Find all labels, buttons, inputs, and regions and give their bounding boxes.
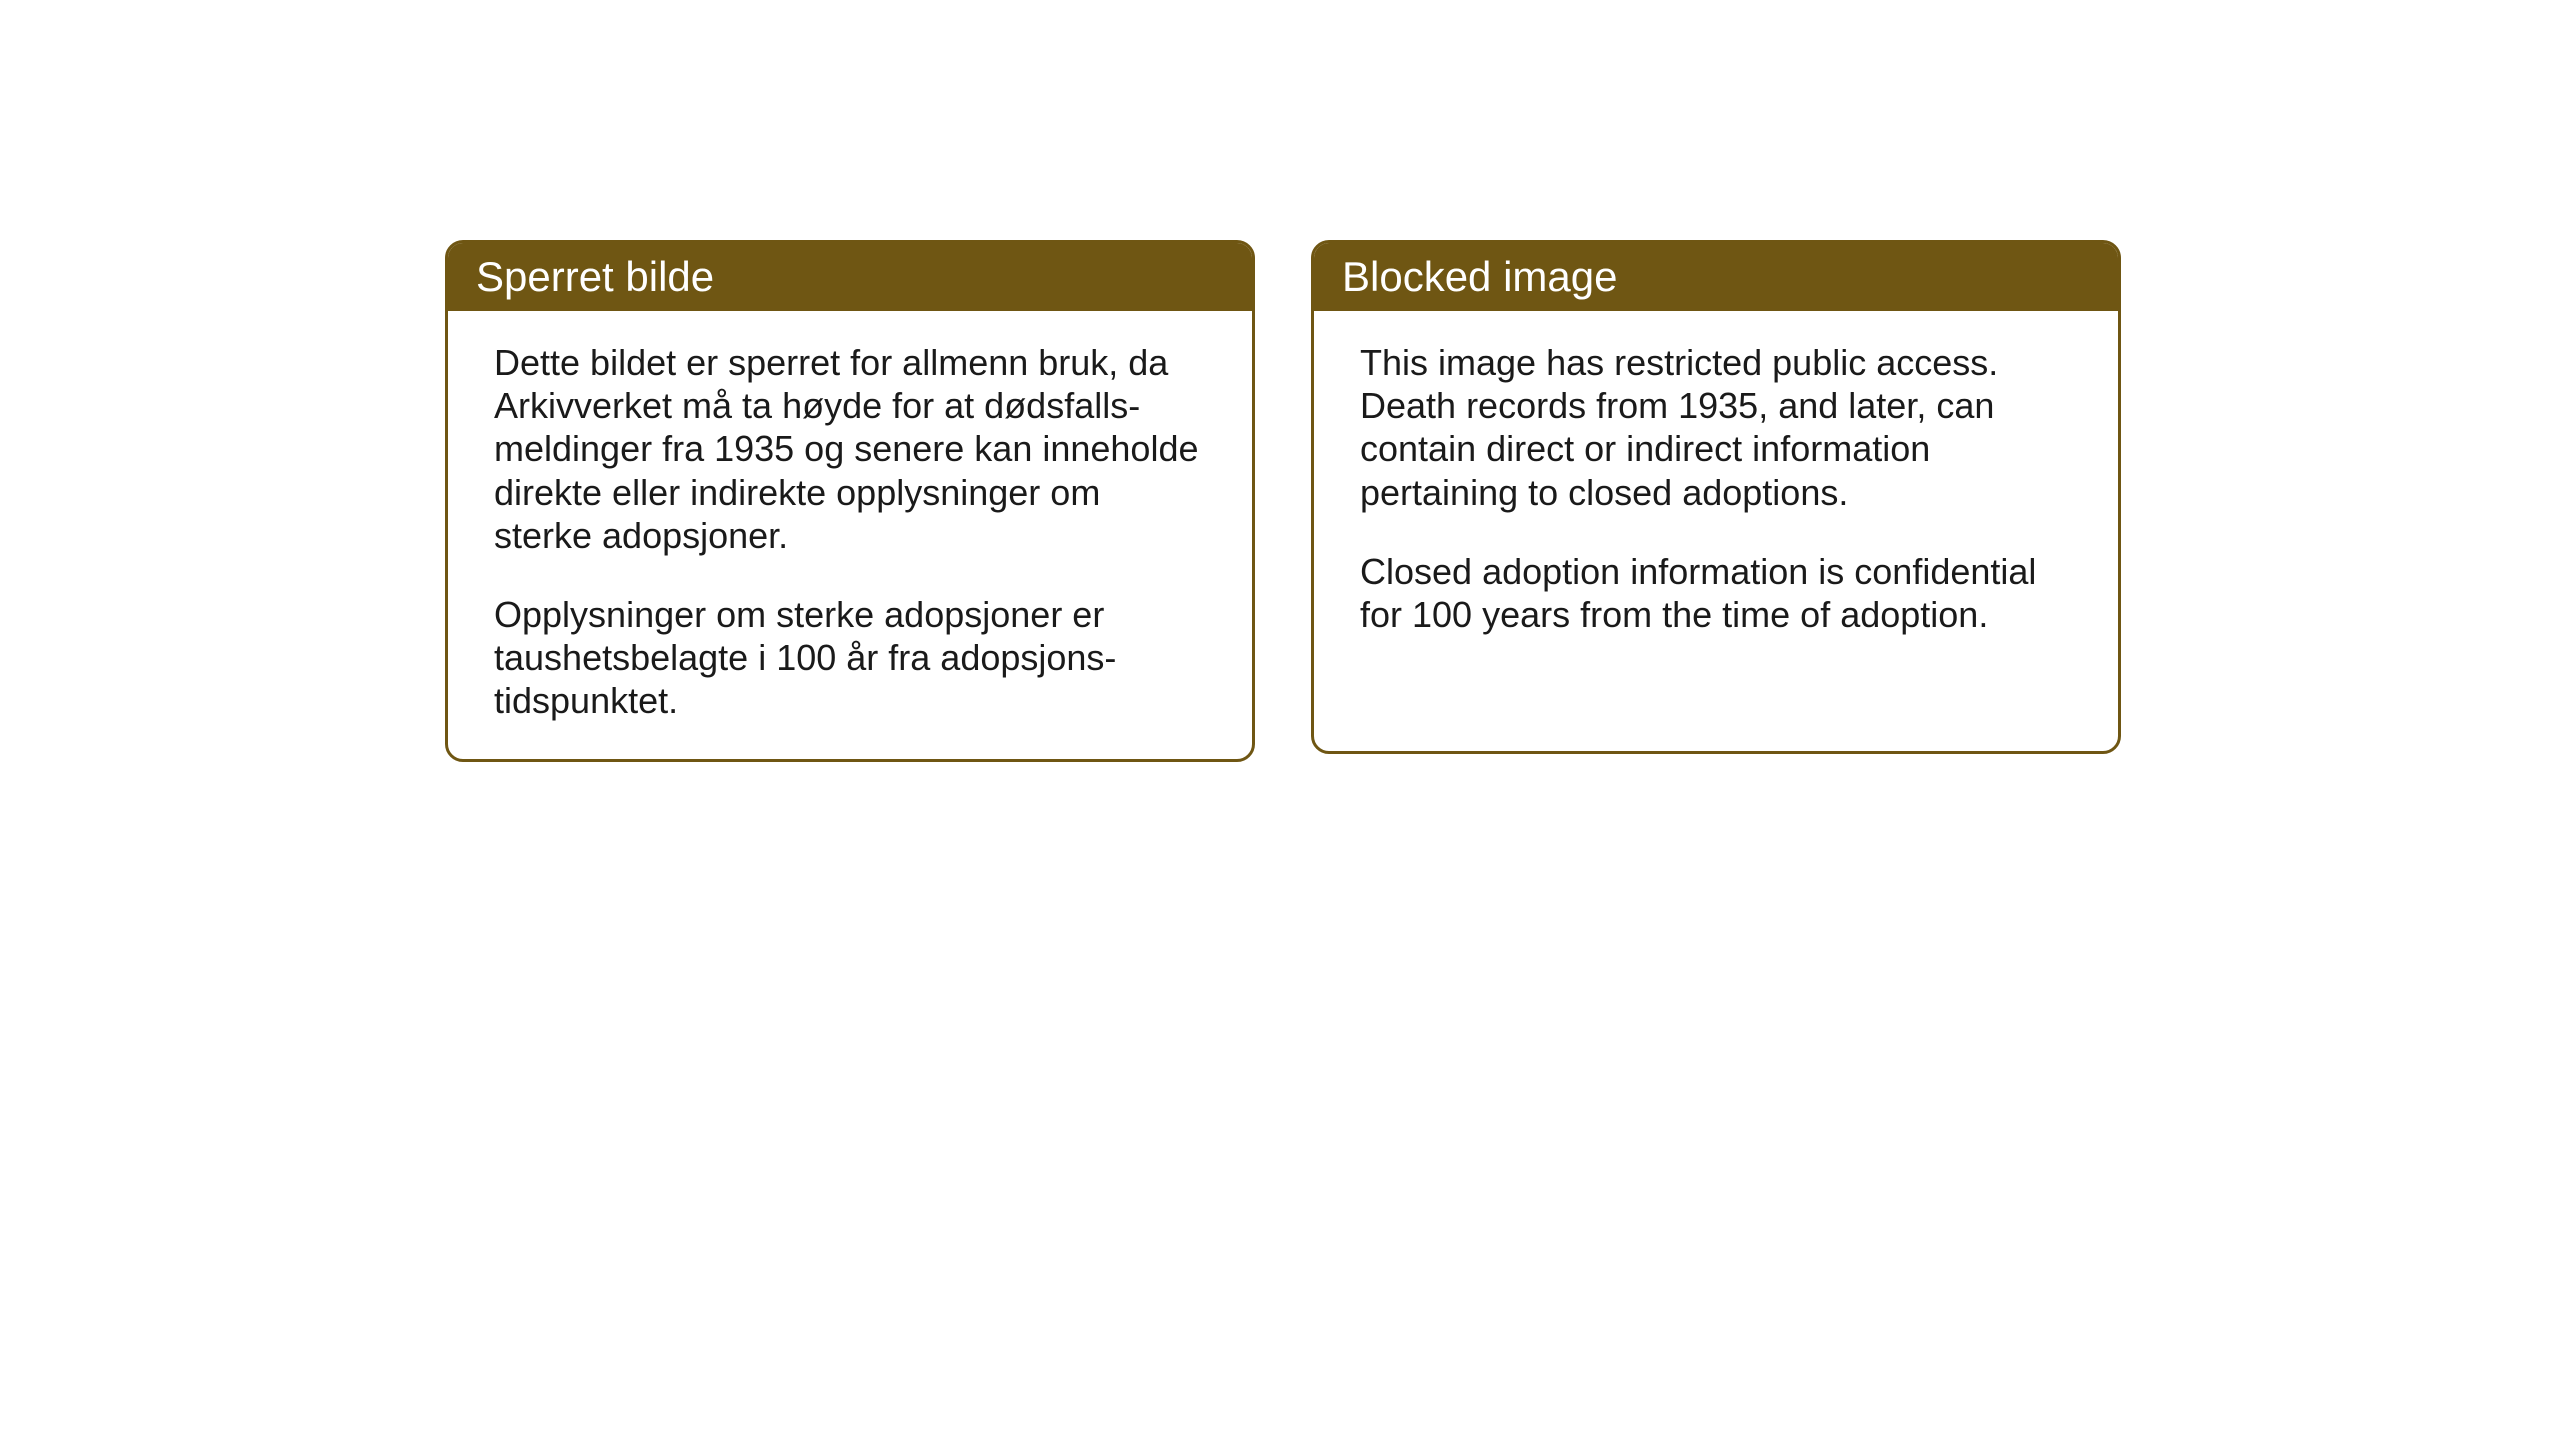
card-header-norwegian: Sperret bilde [448,243,1252,311]
card-body-norwegian: Dette bildet er sperret for allmenn bruk… [448,311,1252,759]
paragraph-english-1: This image has restricted public access.… [1360,341,2072,514]
notice-card-norwegian: Sperret bilde Dette bildet er sperret fo… [445,240,1255,762]
paragraph-norwegian-2: Opplysninger om sterke adopsjoner er tau… [494,593,1206,723]
paragraph-english-2: Closed adoption information is confident… [1360,550,2072,636]
paragraph-norwegian-1: Dette bildet er sperret for allmenn bruk… [494,341,1206,557]
notice-card-english: Blocked image This image has restricted … [1311,240,2121,754]
card-header-english: Blocked image [1314,243,2118,311]
notice-container: Sperret bilde Dette bildet er sperret fo… [445,240,2121,762]
card-body-english: This image has restricted public access.… [1314,311,2118,672]
